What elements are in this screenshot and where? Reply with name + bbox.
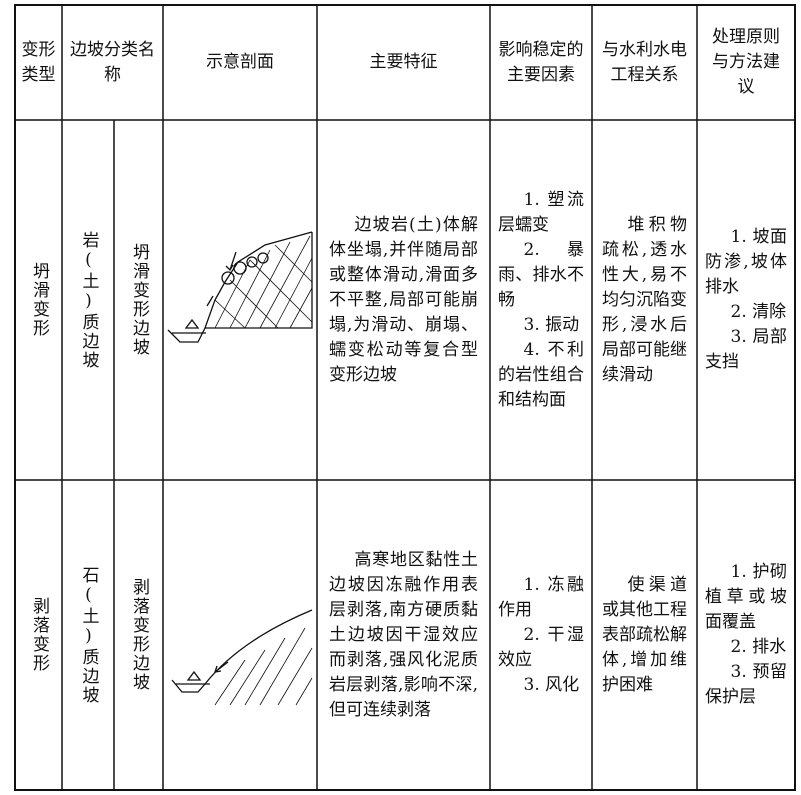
header-cell: 与水利水电工程关系 <box>592 5 697 120</box>
treatment-item: 1. 护砌植草或坡面覆盖 <box>705 562 787 632</box>
features: 高寒地区黏性土边坡因冻融作用表层剥落,南方硬质黏土边坡因干湿效应而剥落,强风化泥… <box>329 549 478 720</box>
slope-name: 坍滑变形边坡 <box>129 243 149 357</box>
factors-item: 2. 暴雨、排水不畅 <box>498 239 584 310</box>
factors-cell: 1. 塑流层蠕变 2. 暴雨、排水不畅 3. 振动 4. 不利的岩性组合和结构面 <box>490 120 592 480</box>
treatment-cell: 1. 坡面防渗,坡体排水 2. 清除 3. 局部支挡 <box>697 120 795 480</box>
header-text: 与水利水电工程关系 <box>602 39 687 85</box>
features: 边坡岩(土)体解体坐塌,并伴随局部或整体滑动,滑面多不平整,局部可能崩塌,为滑动… <box>329 214 478 385</box>
type-cell: 坍滑变形 <box>15 120 62 480</box>
treatment-item: 2. 清除 <box>730 302 787 322</box>
header-cell: 变形类型 <box>15 5 62 120</box>
header-text: 影响稳定的主要因素 <box>498 39 584 85</box>
slope-class: 岩(土)质边坡 <box>78 230 99 370</box>
treatment-cell: 1. 护砌植草或坡面覆盖 2. 排水 3. 预留保护层 <box>697 480 795 790</box>
slope-name-cell: 坍滑变形边坡 <box>114 120 163 480</box>
slope-class: 石(土)质边坡 <box>78 565 99 705</box>
type: 坍滑变形 <box>29 262 49 338</box>
slope-name-cell: 剥落变形边坡 <box>114 480 163 790</box>
features-cell: 高寒地区黏性土边坡因冻融作用表层剥落,南方硬质黏土边坡因干湿效应而剥落,强风化泥… <box>317 480 490 790</box>
diagram-1 <box>167 231 313 343</box>
header-text: 示意剖面 <box>206 52 274 72</box>
header-text: 主要特征 <box>369 52 438 72</box>
header-text: 边坡分类名称 <box>70 39 155 85</box>
factors-item: 3. 风化 <box>523 674 580 695</box>
header-text: 处理原则与方法建议 <box>712 27 780 97</box>
header-cell: 影响稳定的主要因素 <box>490 5 592 120</box>
factors-item: 1. 冻融作用 <box>498 574 584 620</box>
type-cell: 剥落变形 <box>15 480 62 790</box>
treatment-item: 3. 局部支挡 <box>705 327 787 372</box>
factors-cell: 1. 冻融作用 2. 干湿效应 3. 风化 <box>490 480 592 790</box>
relation-cell: 使渠道或其他工程表部疏松解体,增加维护困难 <box>592 480 697 790</box>
relation: 堆积物疏松,透水性大,易不均匀沉陷变形,浸水后局部可能继续滑动 <box>602 214 687 385</box>
factors-item: 3. 振动 <box>523 314 580 335</box>
treatment-item: 3. 预留保护层 <box>705 662 787 707</box>
slope-class-cell: 石(土)质边坡 <box>62 480 114 790</box>
relation: 使渠道或其他工程表部疏松解体,增加维护困难 <box>602 574 687 695</box>
header-cell: 主要特征 <box>317 5 490 120</box>
header-cell: 处理原则与方法建议 <box>697 5 795 120</box>
factors-item: 4. 不利的岩性组合和结构面 <box>498 339 584 410</box>
treatment-item: 2. 排水 <box>730 637 787 657</box>
header-cell: 示意剖面 <box>163 5 317 120</box>
diagram-2 <box>171 609 313 706</box>
factors-item: 1. 塑流层蠕变 <box>498 189 584 235</box>
type: 剥落变形 <box>29 597 49 673</box>
features-cell: 边坡岩(土)体解体坐塌,并伴随局部或整体滑动,滑面多不平整,局部可能崩塌,为滑动… <box>317 120 490 480</box>
slope-class-cell: 岩(土)质边坡 <box>62 120 114 480</box>
header-text: 变形类型 <box>21 39 56 85</box>
relation-cell: 堆积物疏松,透水性大,易不均匀沉陷变形,浸水后局部可能继续滑动 <box>592 120 697 480</box>
header-cell: 边坡分类名称 <box>62 5 163 120</box>
treatment-item: 1. 坡面防渗,坡体排水 <box>705 227 787 297</box>
factors-item: 2. 干湿效应 <box>498 624 584 670</box>
slope-name: 剥落变形边坡 <box>129 578 149 692</box>
